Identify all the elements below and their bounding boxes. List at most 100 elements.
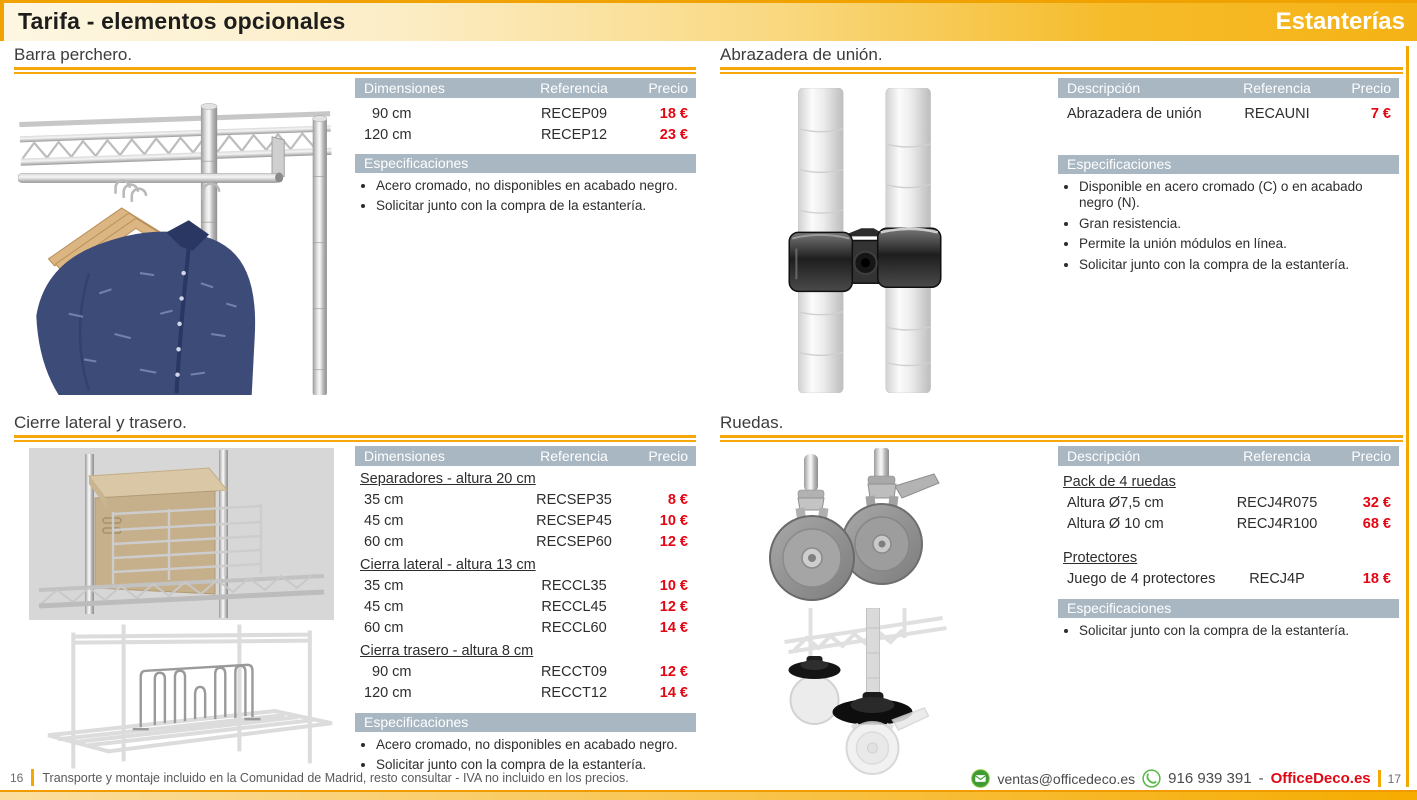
table-header-row: Descripción Referencia Precio — [1058, 446, 1399, 466]
cell-description: Juego de 4 protectores — [1067, 571, 1216, 587]
col-header: Referencia — [540, 448, 608, 464]
table-header-row: Descripción Referencia Precio — [1058, 78, 1399, 98]
table-row: 120 cm RECEP12 23 € — [355, 125, 696, 146]
col-header: Descripción — [1067, 80, 1141, 96]
cell-dimension: 45 cm — [364, 599, 404, 615]
footer-dash: - — [1258, 770, 1264, 787]
cell-reference: RECEP09 — [540, 106, 608, 122]
section-title-barra: Barra perchero. — [14, 45, 133, 64]
cell-dimension: 120 cm — [364, 685, 412, 701]
table-header-row: Dimensiones Referencia Precio — [355, 78, 696, 98]
ruedas-photo — [769, 448, 940, 601]
spec-item: Solicitar junto con la compra de la esta… — [376, 757, 696, 773]
abrazadera-photo — [788, 88, 942, 393]
section-rule — [720, 435, 1403, 442]
table-ruedas: Descripción Referencia Precio Pack de 4 … — [1058, 446, 1399, 643]
table-row: 35 cm RECSEP35 8 € — [355, 490, 696, 511]
spec-list: Solicitar junto con la compra de la esta… — [1058, 623, 1399, 639]
group-label: Separadores - altura 20 cm — [360, 471, 536, 487]
cell-reference: RECCL45 — [541, 599, 607, 615]
footer-right: ventas@officedeco.es 916 939 391 - Offic… — [971, 769, 1401, 788]
spec-header: Especificaciones — [1058, 155, 1399, 174]
spec-item: Solicitar junto con la compra de la esta… — [376, 198, 696, 214]
spec-header: Especificaciones — [355, 713, 696, 732]
cell-price: 12 € — [659, 534, 688, 550]
cell-price: 10 € — [659, 578, 688, 594]
section-rule — [14, 67, 696, 74]
group-label: Protectores — [1063, 550, 1138, 566]
group-label: Cierra trasero - altura 8 cm — [360, 643, 534, 659]
footer-divider — [31, 769, 35, 786]
col-header: Precio — [648, 80, 688, 96]
table-row: 35 cm RECCL35 10 € — [355, 576, 696, 597]
col-header: Referencia — [1243, 80, 1311, 96]
cell-dimension: 60 cm — [364, 620, 404, 636]
section-title-cierre: Cierre lateral y trasero. — [14, 413, 187, 432]
cell-reference: RECJ4R100 — [1236, 516, 1318, 532]
page-number-left: 16 — [10, 770, 24, 785]
table-row: 60 cm RECSEP60 12 € — [355, 532, 696, 553]
cell-price: 14 € — [659, 685, 688, 701]
table-barra: Dimensiones Referencia Precio 90 cm RECE… — [355, 78, 696, 219]
table-row: 60 cm RECCL60 14 € — [355, 618, 696, 639]
table-abrazadera: Descripción Referencia Precio Abrazadera… — [1058, 78, 1399, 277]
section-title-ruedas: Ruedas. — [720, 413, 784, 432]
protectores-photo — [784, 608, 947, 775]
cell-price: 8 € — [667, 492, 688, 508]
spec-item: Acero cromado, no disponibles en acabado… — [376, 737, 696, 753]
spec-item: Gran resistencia. — [1079, 216, 1399, 232]
cierre-lateral-photo — [29, 448, 334, 620]
footer-note: Transporte y montaje incluido en la Comu… — [42, 770, 629, 785]
spec-list: Acero cromado, no disponibles en acabado… — [355, 737, 696, 774]
spec-header: Especificaciones — [355, 154, 696, 173]
cell-reference: RECCT12 — [540, 685, 608, 701]
col-header: Descripción — [1067, 448, 1141, 464]
col-header: Precio — [1351, 80, 1391, 96]
cell-dimension: 90 cm — [372, 664, 412, 680]
footer-left: 16 Transporte y montaje incluido en la C… — [10, 769, 629, 786]
col-header: Dimensiones — [364, 448, 445, 464]
email-link[interactable]: ventas@officedeco.es — [997, 770, 1136, 787]
cell-reference: RECSEP60 — [536, 534, 612, 550]
table-row: Altura Ø 10 cm RECJ4R100 68 € — [1058, 514, 1399, 535]
phone-icon — [1142, 769, 1161, 788]
cell-reference: RECCL60 — [541, 620, 607, 636]
cell-dimension: 35 cm — [364, 492, 404, 508]
cell-description: Abrazadera de unión — [1067, 106, 1202, 122]
spec-list: Acero cromado, no disponibles en acabado… — [355, 178, 696, 215]
website-link[interactable]: OfficeDeco.es — [1270, 770, 1371, 787]
spec-header: Especificaciones — [1058, 599, 1399, 618]
cell-price: 18 € — [1362, 571, 1391, 587]
group-label: Pack de 4 ruedas — [1063, 474, 1176, 490]
cell-dimension: 90 cm — [372, 106, 412, 122]
separador-drawing — [47, 624, 333, 769]
table-row: Juego de 4 protectores RECJ4P 18 € — [1058, 569, 1399, 590]
phone-number: 916 939 391 — [1168, 770, 1252, 787]
col-header: Referencia — [540, 80, 608, 96]
page-title: Tarifa - elementos opcionales — [18, 8, 346, 34]
table-row: 90 cm RECEP09 18 € — [355, 104, 696, 125]
table-row: Abrazadera de unión RECAUNI 7 € — [1058, 104, 1399, 125]
table-header-row: Dimensiones Referencia Precio — [355, 446, 696, 466]
table-row: 45 cm RECSEP45 10 € — [355, 511, 696, 532]
section-rule — [14, 435, 696, 442]
cell-price: 68 € — [1362, 516, 1391, 532]
cell-price: 18 € — [659, 106, 688, 122]
cell-reference: RECSEP45 — [536, 513, 612, 529]
table-row: 45 cm RECCL45 12 € — [355, 597, 696, 618]
cell-reference: RECJ4R075 — [1236, 495, 1318, 511]
table-row: 120 cm RECCT12 14 € — [355, 683, 696, 704]
cell-reference: RECAUNI — [1244, 106, 1310, 122]
email-icon — [971, 769, 991, 788]
cell-reference: RECCT09 — [540, 664, 608, 680]
spec-list: Disponible en acero cromado (C) o en aca… — [1058, 179, 1399, 273]
cell-price: 7 € — [1370, 106, 1391, 122]
spec-item: Permite la unión módulos en línea. — [1079, 236, 1399, 252]
cell-reference: RECJ4P — [1249, 571, 1305, 587]
col-header: Precio — [648, 448, 688, 464]
page-header: Tarifa - elementos opcionales Estantería… — [0, 0, 1417, 41]
cell-price: 32 € — [1362, 495, 1391, 511]
cell-reference: RECSEP35 — [536, 492, 612, 508]
table-cierre: Dimensiones Referencia Precio Separadore… — [355, 446, 696, 778]
